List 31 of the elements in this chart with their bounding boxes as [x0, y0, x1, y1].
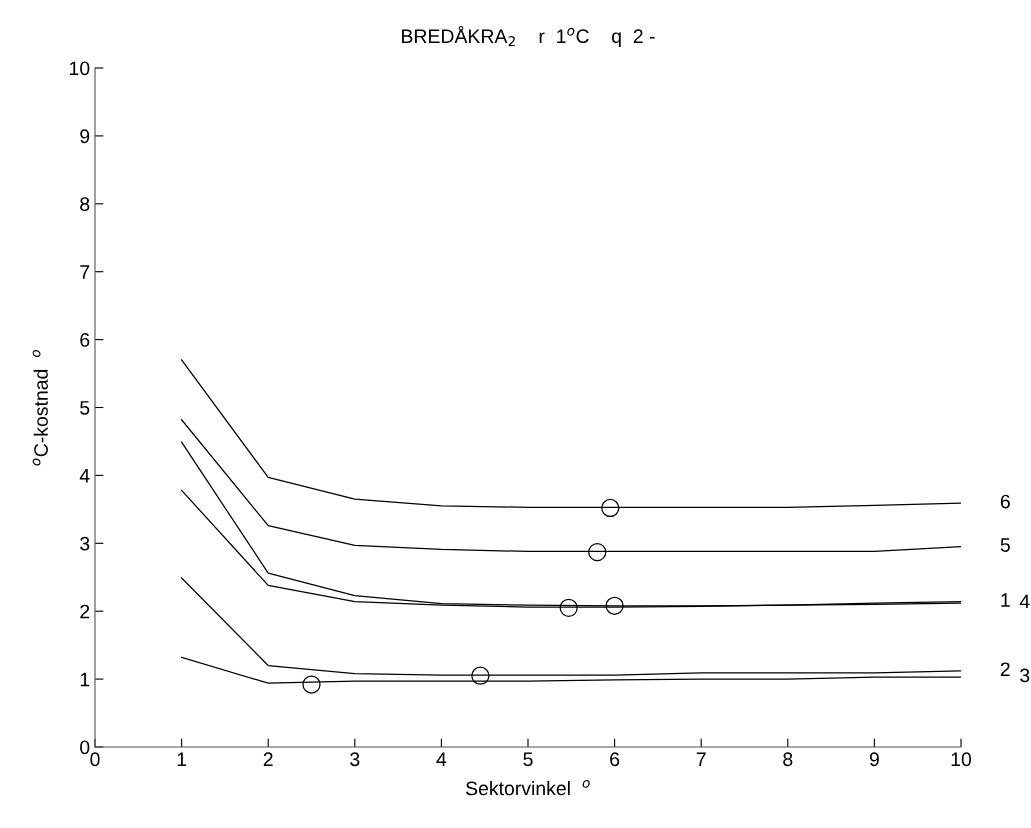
- x-tick-label: 5: [523, 752, 533, 767]
- y-tick-label: 6: [80, 333, 90, 347]
- x-tick-label: 3: [350, 752, 360, 767]
- y-tick-label: 8: [80, 197, 90, 212]
- x-tick-label: 8: [783, 752, 793, 767]
- text: 1: [1001, 593, 1010, 607]
- y-tick-label: 2: [80, 604, 90, 619]
- y-tick-label: 1: [80, 672, 90, 687]
- x-tick-label: 1: [177, 752, 187, 766]
- y-tick-label: 7: [80, 265, 90, 279]
- text: 4: [1019, 594, 1030, 609]
- y-tick-label: 10: [70, 61, 90, 76]
- x-axis-title: Sektorvinkel $^{o}$: [465, 780, 590, 796]
- y-tick-label: 3: [80, 536, 90, 551]
- x-tick-label: 4: [436, 752, 447, 766]
- y-tick-label: 0: [80, 740, 90, 755]
- y-tick-label: 4: [79, 469, 90, 483]
- y-axis-title: $^{o}$C-kostnad $^{o}$: [32, 349, 48, 466]
- x-tick-label: 0: [90, 752, 100, 767]
- x-tick-label: 7: [696, 752, 706, 766]
- x-tick-label: 9: [869, 752, 879, 767]
- text: 3: [1020, 668, 1030, 683]
- x-tick-label: 6: [610, 752, 620, 767]
- text: 6: [1000, 494, 1010, 509]
- x-tick-label: 10: [951, 752, 972, 767]
- text: 2: [1000, 662, 1010, 676]
- chart-title: BREDÅKRA$_{2}$ r 1$^{o}$C q 2 -: [402, 25, 655, 47]
- y-tick-label: 9: [80, 129, 90, 144]
- y-tick-label: 5: [80, 401, 90, 415]
- text: 5: [1000, 538, 1010, 552]
- x-tick-label: 2: [263, 752, 273, 766]
